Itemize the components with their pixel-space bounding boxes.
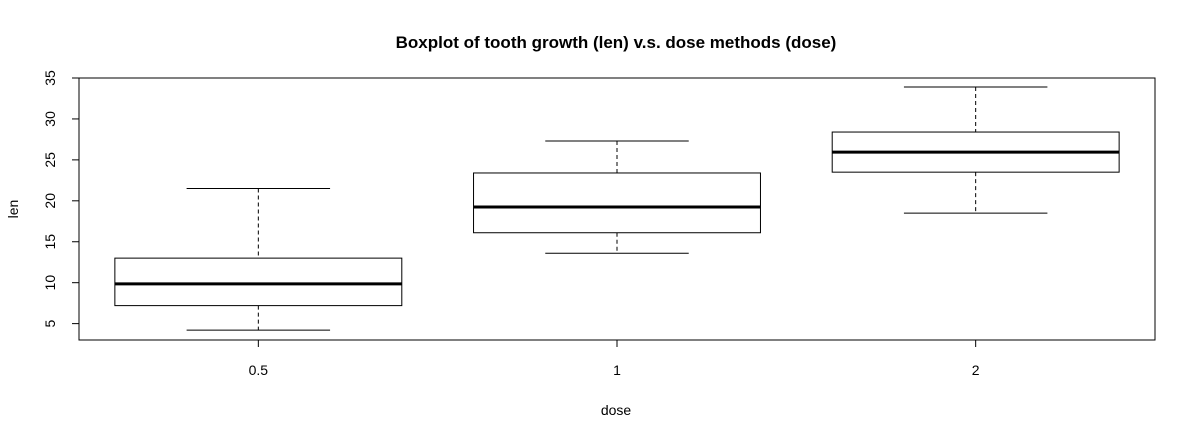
y-tick-label: 25 (42, 152, 58, 168)
y-tick-label: 15 (42, 234, 58, 250)
y-axis: 5 10 15 20 25 30 35 (42, 70, 80, 328)
x-tick-label: 1 (613, 362, 621, 378)
box-2 (831, 86, 1120, 214)
y-tick-label: 10 (42, 275, 58, 291)
boxes-group (114, 86, 1120, 331)
y-tick-label: 35 (42, 70, 58, 86)
y-tick-label: 30 (42, 111, 58, 127)
x-tick-label: 2 (972, 362, 980, 378)
box-0.5 (114, 188, 403, 331)
y-tick-label: 5 (42, 320, 58, 328)
chart-title: Boxplot of tooth growth (len) v.s. dose … (396, 33, 837, 52)
x-tick-label: 0.5 (249, 362, 269, 378)
iqr-box (114, 257, 403, 307)
x-axis-label: dose (601, 402, 632, 418)
y-tick-label: 20 (42, 193, 58, 209)
iqr-box (473, 172, 761, 234)
y-axis-label: len (5, 200, 21, 219)
box-1 (473, 140, 761, 254)
x-axis: 0.5 1 2 (249, 339, 980, 378)
